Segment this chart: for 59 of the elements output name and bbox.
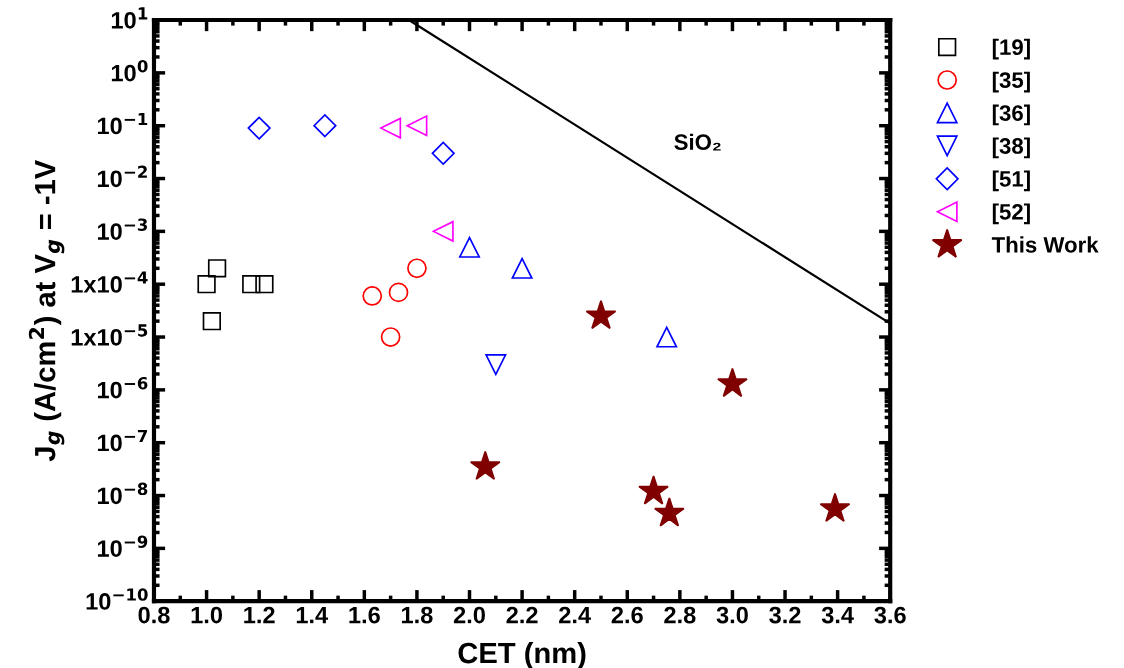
point (585, 299, 617, 330)
series-label: SiO₂ (674, 133, 721, 151)
point (207, 259, 227, 278)
y-tick-label: 10$^{−2}$ (97, 165, 147, 188)
y-tick-label: 10$^{1}$ (111, 7, 148, 29)
x-tick-label: 2.8 (664, 606, 696, 624)
x-tick-label: 3.2 (769, 606, 801, 624)
point (656, 326, 678, 348)
x-tick-label: 2.4 (559, 606, 591, 624)
x-tick-label: 2.0 (453, 606, 485, 624)
y-tick-label: 1x10$^{−4}$ (71, 271, 148, 293)
point (485, 354, 507, 376)
point (247, 116, 271, 140)
x-tick-label: 1.0 (191, 606, 223, 624)
point (202, 311, 222, 331)
point (432, 220, 454, 242)
y-axis-title: J$_{g}$ (A/cm$^{2}$) at V$_{g}$ = -1V (28, 159, 65, 462)
x-tick-label: 2.6 (611, 606, 643, 624)
legend-label: [52] (992, 203, 1030, 225)
x-tick-label: 1.4 (296, 606, 329, 624)
point (255, 275, 274, 294)
point (469, 450, 501, 480)
y-tick-label: 10$^{0}$ (111, 59, 148, 82)
y-tick-label: 10$^{−1}$ (97, 113, 148, 135)
point (819, 492, 851, 523)
point (407, 258, 427, 279)
point (242, 275, 261, 294)
point (406, 115, 428, 137)
y-tick-label: 1x10$^{−5}$ (71, 324, 148, 346)
point (458, 236, 481, 258)
y-tick-label: 10$^{−6}$ (97, 376, 148, 399)
point (431, 141, 455, 165)
point (638, 475, 669, 505)
point (388, 282, 409, 303)
legend-label: [35] (992, 71, 1030, 93)
x-tick-label: 3.6 (874, 606, 906, 624)
point (380, 327, 401, 347)
x-tick-label: 1.8 (402, 606, 433, 624)
legend-label: [38] (992, 137, 1030, 159)
point (653, 497, 685, 527)
x-tick-label: 3.4 (821, 606, 854, 624)
point (717, 367, 748, 398)
x-tick-label: 1.2 (244, 606, 275, 624)
legend-label: [36] (992, 104, 1030, 126)
point (362, 286, 383, 306)
x-tick-label: 1.6 (349, 606, 380, 624)
y-tick-label: 10$^{−8}$ (97, 482, 148, 505)
x-tick-label: 3.0 (716, 606, 748, 624)
legend-label: This Work (991, 236, 1099, 253)
legend-label: [19] (992, 38, 1030, 60)
y-tick-label: 10$^{−7}$ (97, 430, 147, 452)
y-tick-label: 10$^{−9}$ (97, 535, 148, 557)
legend-label: [51] (992, 170, 1030, 192)
point (197, 275, 216, 294)
x-tick-label: 2.2 (506, 606, 538, 624)
point (313, 114, 337, 138)
point (511, 257, 533, 279)
point (380, 117, 402, 139)
y-tick-label: 10$^{−3}$ (97, 218, 147, 240)
